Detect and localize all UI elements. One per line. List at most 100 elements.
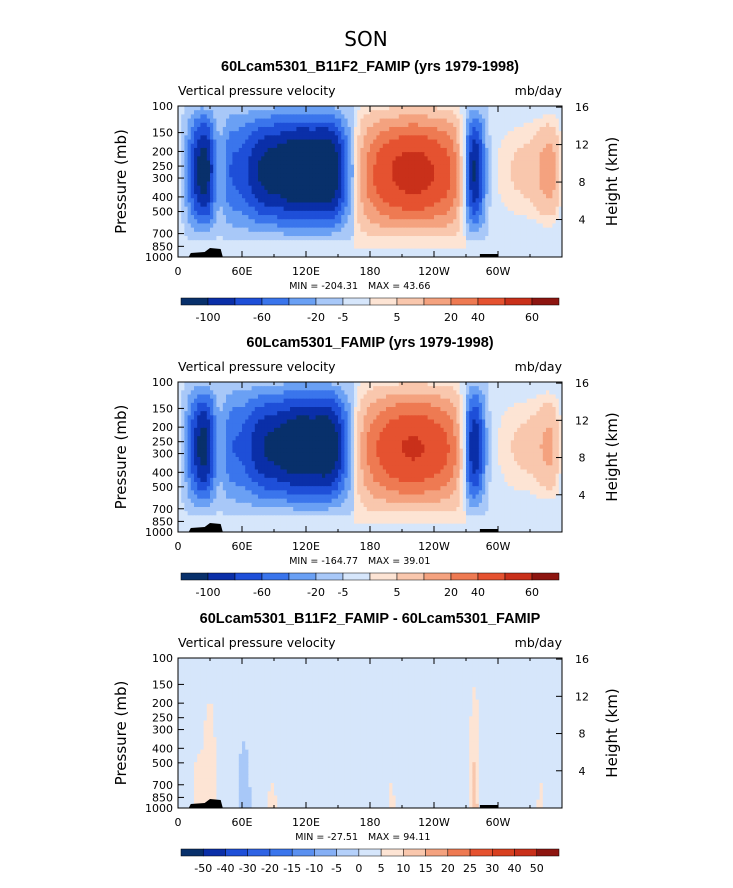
contour-cell [478,215,483,220]
contour-cell [261,394,265,400]
contour-cell [491,394,496,400]
contour-cell [248,231,253,237]
contour-cell [530,122,534,128]
contour-cell [251,139,256,145]
contour-cell [450,252,454,257]
contour-cell [376,394,381,400]
contour-cell [456,227,461,233]
contour-cell [382,114,387,120]
contour-cell [290,185,294,191]
contour-cell [382,215,387,220]
contour-cell [520,240,525,246]
contour-cell [370,194,374,199]
contour-cell [203,223,208,229]
contour-cell [344,185,349,191]
contour-cell [478,160,483,166]
contour-cell [386,248,390,254]
contour-cell [302,244,307,250]
contour-cell [555,181,560,187]
contour-cell [520,131,525,136]
contour-cell [440,215,445,220]
contour-cell [475,219,480,225]
contour-cell [347,231,352,237]
contour-cell [347,386,352,391]
contour-cell [350,252,355,257]
contour-cell [456,177,461,183]
contour-cell [450,219,454,225]
contour-cell [235,223,240,229]
contour-cell [370,215,374,220]
contour-cell [549,215,553,220]
contour-cell [290,231,294,237]
contour-cell [517,382,521,387]
contour-cell [232,181,237,187]
contour-cell [520,227,525,233]
contour-cell [190,126,195,132]
contour-cell [344,156,349,162]
contour-cell [443,194,448,199]
contour-cell [299,110,304,115]
contour-cell [229,143,233,149]
contour-cell [386,386,390,391]
contour-cell [203,244,208,250]
contour-cell [235,398,240,404]
contour-cell [440,194,445,199]
contour-cell [462,219,467,225]
contour-cell [181,135,185,141]
contour-cell [546,202,550,208]
contour-cell [222,152,227,157]
contour-cell [232,160,237,166]
contour-cell [376,156,381,162]
contour-cell [526,106,531,111]
contour-cell [254,114,259,120]
contour-cell [200,206,205,212]
contour-cell [434,173,438,178]
contour-cell [360,122,365,128]
contour-cell [491,152,496,157]
contour-cell [443,152,448,157]
contour-cell [190,215,195,220]
contour-cell [549,118,553,124]
contour-cell [402,215,406,220]
contour-cell [459,240,464,246]
contour-cell [242,386,246,391]
contour-cell [405,114,409,120]
contour-cell [549,219,553,225]
contour-cell [229,164,233,170]
contour-cell [366,386,371,391]
contour-cell [446,215,451,220]
contour-cell [290,194,294,199]
contour-cell [430,126,435,132]
contour-cell [424,198,429,204]
contour-cell [443,181,448,187]
contour-cell [466,135,470,141]
contour-cell [453,122,457,128]
contour-cell [341,206,345,212]
contour-cell [354,198,358,204]
contour-cell [373,194,377,199]
contour-cell [414,386,419,391]
contour-cell [488,114,493,120]
contour-cell [277,252,281,257]
contour-cell [248,110,253,115]
contour-cell [517,131,521,136]
contour-cell [542,156,547,162]
contour-cell [315,177,320,183]
contour-cell [491,215,496,220]
contour-cell [494,194,499,199]
contour-cell [459,231,464,237]
contour-cell [501,122,505,128]
contour-cell [430,110,435,115]
contour-cell [322,152,326,157]
contour-cell [290,135,294,141]
contour-cell [485,194,489,199]
contour-cell [229,118,233,124]
contour-cell [402,135,406,141]
contour-cell [325,219,329,225]
contour-cell [546,168,550,174]
contour-cell [546,390,550,396]
contour-cell [434,139,438,145]
contour-cell [475,248,480,254]
contour-cell [184,231,189,237]
contour-cell [296,118,301,124]
